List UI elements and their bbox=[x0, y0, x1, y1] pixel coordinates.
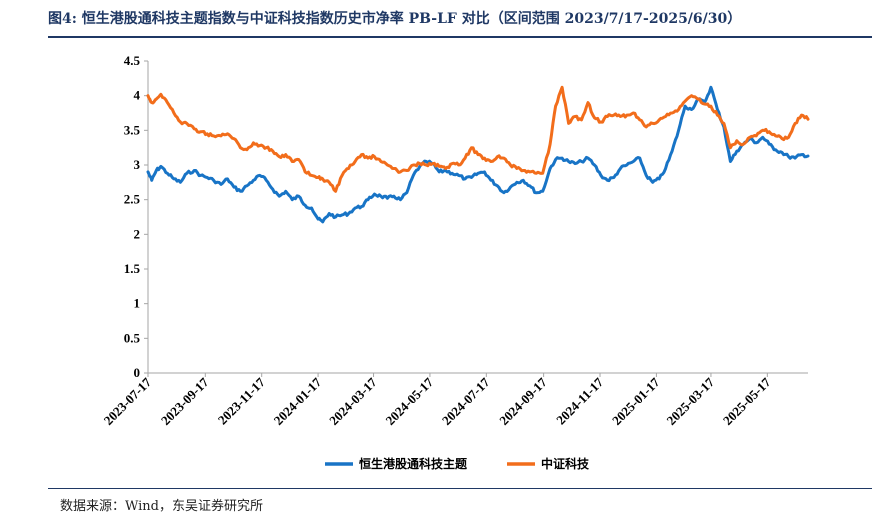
y-tick-label: 2 bbox=[134, 226, 141, 241]
x-tick-label: 2024-11-17 bbox=[553, 374, 606, 427]
x-tick-label: 2023-11-17 bbox=[215, 374, 268, 427]
y-tick-label: 3 bbox=[134, 157, 141, 172]
x-tick-label: 2023-09-17 bbox=[158, 374, 212, 428]
x-tick-label: 2024-09-17 bbox=[496, 374, 550, 428]
x-tick-label: 2024-01-17 bbox=[271, 374, 325, 428]
y-tick-label: 0 bbox=[134, 365, 141, 380]
figure-title: 图4: 恒生港股通科技主题指数与中证科技指数历史市净率 PB-LF 对比（区间范… bbox=[48, 11, 742, 27]
line-chart: 0 0.5 1 1.5 2 2.5 3 3.5 4 4.5 2023-07-17 2023-09-1… bbox=[101, 53, 810, 471]
series-line bbox=[146, 85, 810, 193]
x-tick-label: 2024-07-17 bbox=[439, 374, 493, 428]
series-layer bbox=[146, 85, 810, 224]
x-tick-label: 2025-03-17 bbox=[664, 374, 718, 428]
x-tick-label: 2024-05-17 bbox=[383, 374, 437, 428]
x-tick-label: 2025-01-17 bbox=[609, 374, 663, 428]
legend-label: 中证科技 bbox=[541, 456, 590, 471]
series-line bbox=[146, 85, 810, 224]
legend: 恒生港股通科技主题 中证科技 bbox=[325, 456, 590, 471]
source-rule bbox=[48, 488, 872, 489]
title-rule bbox=[48, 36, 872, 38]
y-tick-label: 1.5 bbox=[124, 261, 141, 276]
x-axis: 2023-07-17 2023-09-17 2023-11-17 2024-01-17… bbox=[101, 372, 808, 428]
y-tick-label: 4.5 bbox=[124, 53, 141, 68]
x-tick-label: 2024-03-17 bbox=[326, 374, 380, 428]
x-tick-label: 2025-05-17 bbox=[720, 374, 774, 428]
legend-label: 恒生港股通科技主题 bbox=[359, 456, 468, 471]
series-1 bbox=[146, 85, 810, 224]
y-tick-label: 0.5 bbox=[124, 330, 141, 345]
y-tick-label: 1 bbox=[134, 296, 141, 311]
x-tick-label: 2023-07-17 bbox=[101, 374, 155, 428]
legend-item: 恒生港股通科技主题 bbox=[325, 456, 468, 471]
legend-item: 中证科技 bbox=[507, 456, 590, 471]
y-tick-label: 4 bbox=[134, 88, 141, 103]
y-tick-label: 2.5 bbox=[124, 192, 141, 207]
y-axis: 0 0.5 1 1.5 2 2.5 3 3.5 4 4.5 bbox=[124, 53, 149, 380]
y-tick-label: 3.5 bbox=[124, 122, 141, 137]
data-source-note: 数据来源：Wind，东吴证券研究所 bbox=[60, 499, 263, 514]
series-2 bbox=[146, 85, 810, 193]
